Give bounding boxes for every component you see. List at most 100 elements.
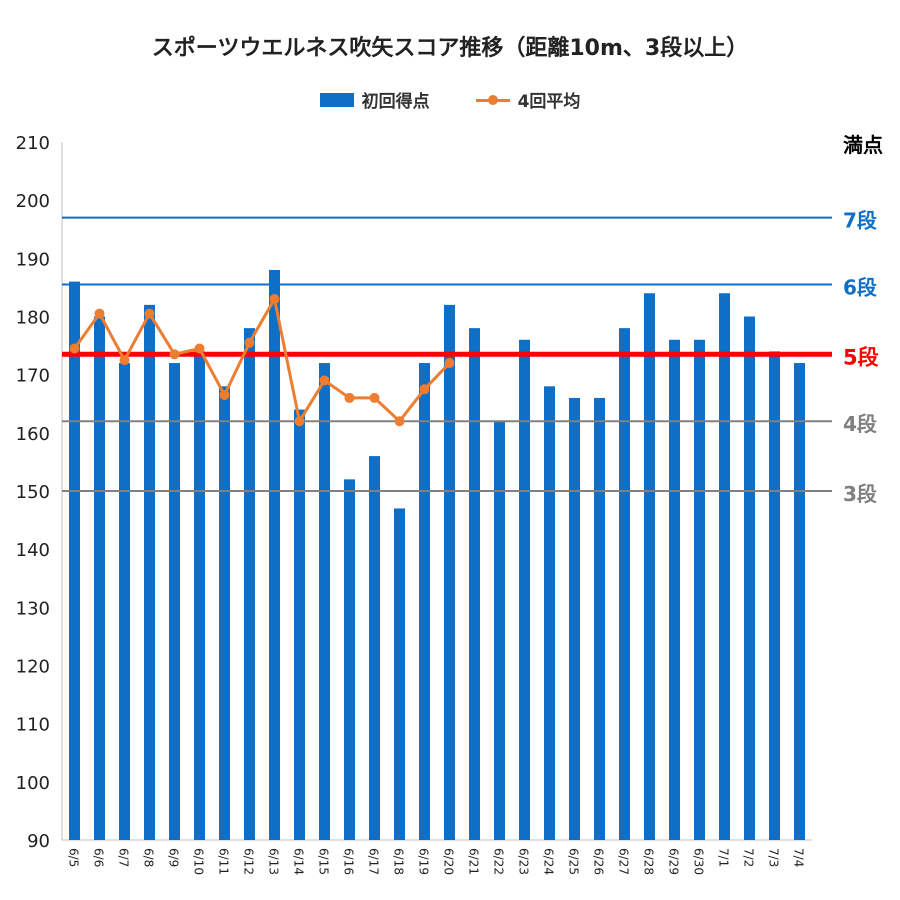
legend-item-line: 4回平均 [475,87,581,112]
bar [469,328,480,840]
bar [544,386,555,840]
x-tick-label: 6/22 [492,848,506,875]
x-tick-label: 6/29 [667,848,681,875]
bar [794,363,805,840]
legend-line-swatch [475,93,510,107]
x-tick-label: 6/12 [242,848,256,875]
bar [519,339,530,840]
bar [294,409,305,840]
line-point [419,384,430,395]
reference-label: 満点 [843,133,883,157]
bar [719,293,730,840]
x-tick-label: 7/1 [717,848,731,867]
x-tick-label: 6/11 [217,848,231,875]
bar [194,351,205,840]
bar [744,316,755,840]
line-point [219,390,230,401]
chart-title: スポーツウエルネス吹矢スコア推移（距離10m、3段以上） [151,36,749,61]
y-tick-label: 100 [16,773,50,794]
bar [119,363,130,840]
line-point [144,308,155,319]
reference-label: 6段 [843,276,877,300]
line-point [319,375,330,386]
bar [319,363,330,840]
bar [619,328,630,840]
x-tick-label: 6/13 [267,848,281,875]
bar [419,363,430,840]
y-tick-label: 150 [16,482,50,503]
x-tick-label: 6/9 [167,848,181,867]
bar [344,479,355,840]
bar [69,281,80,841]
legend-label-line: 4回平均 [517,92,581,112]
bar [569,397,580,840]
line-point [444,358,455,369]
bar [169,363,180,840]
x-tick-label: 6/26 [592,848,606,875]
bar [144,304,155,840]
x-tick-label: 7/3 [767,848,781,867]
x-tick-label: 6/7 [117,848,131,867]
reference-label: 7段 [843,209,877,233]
line-point [169,349,180,360]
line-point [244,337,255,348]
bar [444,304,455,840]
x-tick-label: 7/4 [792,848,806,867]
legend-bar-swatch [319,92,354,107]
reference-label: 5段 [843,345,879,369]
x-tick-label: 6/8 [142,848,156,867]
bar [669,339,680,840]
line-point [269,294,280,305]
y-tick-label: 110 [16,715,50,736]
x-tick-label: 6/25 [567,848,581,875]
bar [644,293,655,840]
bar [394,508,405,840]
line-point [69,343,80,354]
bar [694,339,705,840]
bar [494,421,505,840]
x-tick-label: 7/2 [742,848,756,867]
x-tick-label: 6/30 [692,848,706,875]
x-tick-label: 6/6 [92,848,106,867]
bar [269,269,280,840]
line-point [394,416,405,427]
line-point [119,355,130,366]
x-tick-label: 6/17 [367,848,381,875]
y-tick-label: 210 [16,133,50,154]
x-tick-label: 6/14 [292,848,306,875]
legend-item-bars: 初回得点 [319,87,430,112]
x-tick-label: 6/21 [467,848,481,875]
x-tick-label: 6/18 [392,848,406,875]
y-tick-label: 90 [27,831,50,852]
x-tick-label: 6/15 [317,848,331,875]
x-tick-label: 6/16 [342,848,356,875]
x-tick-label: 6/20 [442,848,456,875]
bar [769,351,780,840]
x-tick-label: 6/10 [192,848,206,875]
y-tick-label: 130 [16,598,50,619]
bar [594,397,605,840]
x-tick-label: 6/23 [517,848,531,875]
y-tick-label: 170 [16,366,50,387]
bar [244,328,255,840]
line-point [194,343,205,354]
x-tick-label: 6/27 [617,848,631,875]
legend-label-bars: 初回得点 [361,92,430,112]
y-tick-label: 180 [16,308,50,329]
x-tick-label: 6/24 [542,848,556,875]
line-point [294,416,305,427]
bar [369,456,380,840]
y-tick-label: 160 [16,424,50,445]
x-tick-label: 6/28 [642,848,656,875]
line-point [369,392,380,403]
line-point [94,308,105,319]
reference-label: 4段 [843,412,877,436]
legend: 初回得点 4回平均 [0,87,900,112]
y-tick-label: 120 [16,657,50,678]
reference-label: 3段 [843,482,877,506]
y-tick-label: 140 [16,540,50,561]
bar [219,386,230,840]
y-tick-label: 190 [16,249,50,270]
